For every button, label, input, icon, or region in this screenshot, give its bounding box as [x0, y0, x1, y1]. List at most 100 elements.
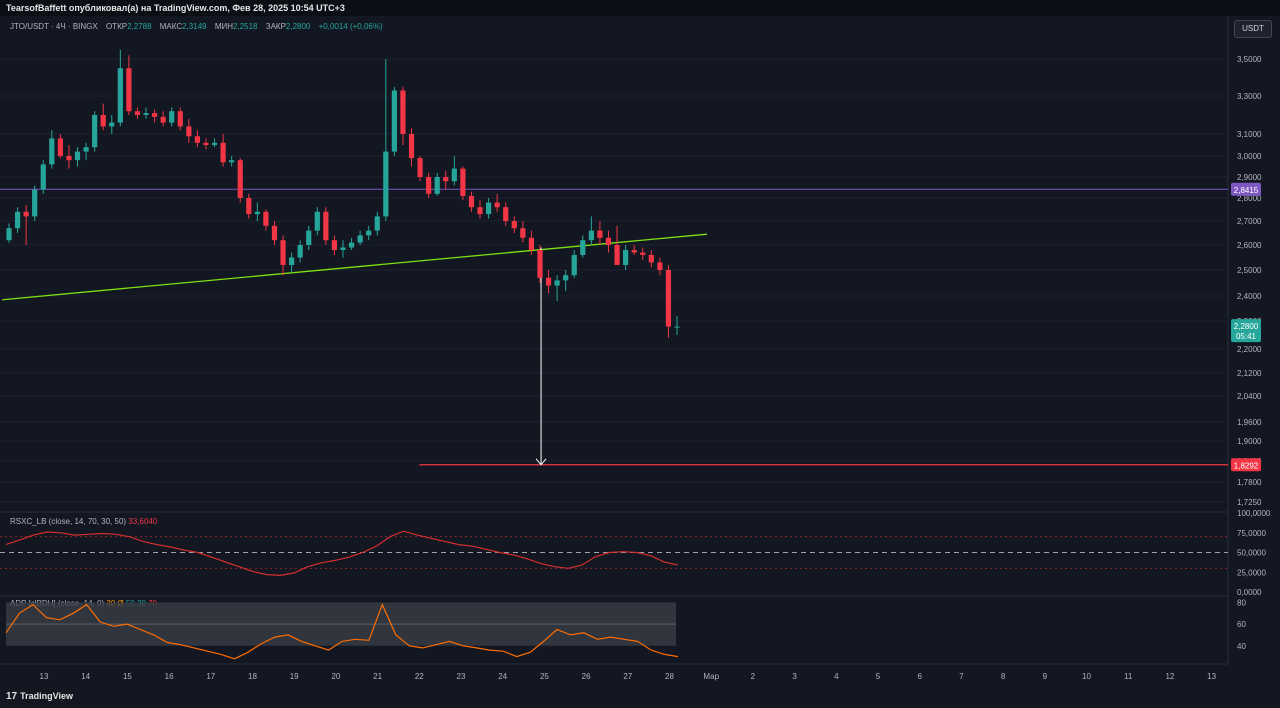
x-tick-label: 5 — [876, 672, 881, 681]
y-tick-label: 1,7800 — [1237, 478, 1262, 487]
candle-body — [623, 250, 629, 265]
candle-body — [289, 257, 295, 265]
y-tick-label: 3,0000 — [1237, 152, 1262, 161]
candle-body — [263, 211, 269, 226]
candle-body — [151, 113, 158, 117]
candle-body — [237, 160, 243, 198]
rsi-tick-label: 75,0000 — [1237, 529, 1266, 538]
candle-body — [49, 138, 55, 165]
adp-line — [5, 603, 679, 660]
candle-body — [605, 237, 612, 245]
candle-body — [640, 252, 646, 255]
y-tick-label: 2,7000 — [1237, 217, 1262, 226]
x-tick-label: 15 — [123, 672, 132, 681]
x-tick-label: 27 — [623, 672, 632, 681]
x-tick-label: 22 — [415, 672, 424, 681]
adp-tick-label: 60 — [1237, 620, 1246, 629]
candle-body — [571, 255, 577, 276]
rsi-tick-label: 100,0000 — [1237, 509, 1271, 518]
target-arrow-head — [535, 458, 547, 466]
candle-body — [494, 202, 500, 208]
low-label: МИН — [214, 22, 234, 31]
candle-body — [100, 115, 106, 127]
candle-body — [657, 262, 663, 270]
candle-body — [383, 151, 389, 217]
y-tick-label: 1,9600 — [1237, 418, 1262, 427]
rsi-tick-label: 0,0000 — [1237, 588, 1262, 597]
candle-body — [57, 138, 63, 156]
resistance-price-badge-bg — [1231, 182, 1261, 196]
candle-body — [460, 168, 466, 196]
candle-body — [194, 136, 201, 143]
x-tick-label: 9 — [1043, 672, 1048, 681]
candle-body — [537, 250, 543, 278]
candle-body — [109, 122, 115, 127]
rsi-legend[interactable]: RSXC_LB (close, 14, 70, 30, 50) 33,6040 — [10, 517, 157, 526]
candle-body — [306, 230, 312, 245]
high-label: МАКС — [159, 22, 183, 31]
tv-icon: 17 — [6, 691, 18, 702]
candle-body — [169, 111, 175, 123]
support-trendline — [2, 233, 708, 301]
candle-body — [374, 216, 380, 231]
x-tick-label: 16 — [165, 672, 174, 681]
candle-body — [477, 207, 483, 215]
candle-body — [408, 134, 415, 159]
candle-body — [14, 211, 21, 229]
x-tick-label: 23 — [457, 672, 466, 681]
open-value: 2,2788 — [127, 22, 152, 31]
x-tick-label: 7 — [959, 672, 964, 681]
candle-body — [674, 326, 680, 328]
candle-body — [511, 221, 517, 229]
x-tick-label: 26 — [582, 672, 591, 681]
candle-body — [580, 240, 586, 255]
y-tick-label: 2,8000 — [1237, 194, 1262, 203]
symbol-info[interactable]: JTO/USDT · 4Ч · BINGX — [10, 22, 98, 31]
target-price-badge-bg — [1231, 458, 1261, 472]
candle-body — [588, 230, 594, 241]
x-tick-label: 13 — [1207, 672, 1216, 681]
candle-body — [528, 237, 535, 250]
candle-body — [357, 235, 363, 243]
y-tick-label: 2,5000 — [1237, 266, 1262, 275]
y-tick-label: 2,9000 — [1237, 173, 1262, 182]
symbol-legend: JTO/USDT · 4Ч · BINGX ОТКР2,2788 МАКС2,3… — [10, 22, 383, 31]
adp-tick-label: 40 — [1237, 642, 1246, 651]
candle-body — [485, 202, 492, 215]
price-chart[interactable]: 3,5000 3,3000 3,1000 3,0000 2,9000 2,8000 2,70… — [0, 16, 1280, 691]
x-tick-label: 12 — [1165, 672, 1174, 681]
tradingview-logo[interactable]: 17 TradingView — [6, 691, 73, 702]
currency-button[interactable]: USDT — [1234, 20, 1272, 38]
candle-body — [177, 111, 183, 127]
rsi-tick-label: 50,0000 — [1237, 549, 1266, 558]
candle-body — [74, 151, 81, 161]
candle-body — [451, 168, 457, 182]
candle-body — [314, 211, 320, 231]
x-tick-label: 6 — [917, 672, 922, 681]
candle-body — [554, 280, 560, 286]
candle-body — [40, 164, 46, 190]
y-tick-label: 3,5000 — [1237, 55, 1262, 64]
candle-body — [143, 113, 149, 115]
candle-body — [443, 177, 449, 182]
x-tick-label: 17 — [206, 672, 215, 681]
candle-body — [323, 211, 329, 241]
candle-body — [83, 147, 89, 152]
y-tick-label: 3,1000 — [1237, 130, 1262, 139]
candle-body — [6, 228, 12, 241]
candle-body — [186, 126, 192, 137]
x-tick-label: 3 — [792, 672, 797, 681]
x-tick-label: 24 — [498, 672, 507, 681]
adp-tick-label: 80 — [1237, 598, 1246, 607]
rsi-line — [5, 530, 679, 577]
x-tick-label: 14 — [81, 672, 90, 681]
high-value: 2,3149 — [182, 22, 207, 31]
tradingview-brand: TradingView — [20, 691, 73, 701]
x-tick-label: 8 — [1001, 672, 1006, 681]
candle-body — [117, 68, 123, 123]
change-value: +0,0014 (+0,06%) — [318, 22, 383, 31]
y-tick-label: 1,7250 — [1237, 498, 1262, 507]
candle-body — [665, 270, 672, 327]
rsi-tick-label: 25,0000 — [1237, 568, 1266, 577]
y-tick-label: 1,9000 — [1237, 437, 1262, 446]
